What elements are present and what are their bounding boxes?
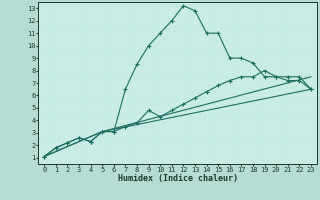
X-axis label: Humidex (Indice chaleur): Humidex (Indice chaleur) <box>118 174 238 183</box>
